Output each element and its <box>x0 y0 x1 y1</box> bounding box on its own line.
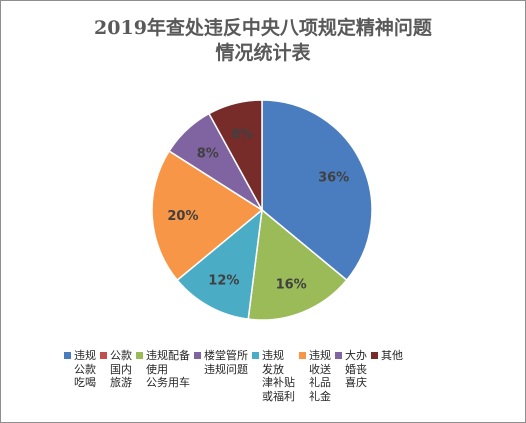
legend-label-5: 违规 收送 礼品 礼金 <box>309 349 331 403</box>
pie-data-label-5: 20% <box>167 209 198 224</box>
legend-item-5: 违规 收送 礼品 礼金 <box>299 349 331 403</box>
legend-swatch-1 <box>100 352 107 359</box>
legend-label-2: 违规配备 使用 公务用车 <box>146 349 190 389</box>
legend-swatch-0 <box>64 352 71 359</box>
legend-label-6: 大办 婚丧 喜庆 <box>345 349 367 389</box>
legend-item-3: 楼堂管所 违规问题 <box>194 349 248 376</box>
pie-slice-2 <box>247 208 348 321</box>
pie-slices <box>151 99 373 321</box>
legend-item-7: 其他 <box>371 349 403 363</box>
pie-slice-4 <box>176 208 263 320</box>
chart-title-line-1: 2019年查处违反中央八项规定精神问题 <box>94 17 432 39</box>
legend-swatch-3 <box>194 352 201 359</box>
pie-data-label-2: 16% <box>276 278 307 293</box>
legend-label-7: 其他 <box>381 349 403 362</box>
legend-item-6: 大办 婚丧 喜庆 <box>335 349 367 390</box>
legend-label-1: 公款 国内 旅游 <box>110 349 132 389</box>
legend-label-3: 楼堂管所 违规问题 <box>204 349 248 376</box>
legend-item-0: 违规 公款 吃喝 <box>64 349 96 390</box>
legend-label-4: 违规 发放 津补贴 或福利 <box>262 349 295 403</box>
legend-swatch-6 <box>335 352 342 359</box>
pie-slice-7 <box>207 99 263 211</box>
chart-legend: 违规 公款 吃喝 公款 国内 旅游 违规配备 使用 公务用车 楼堂管所 违规问题 违规 … <box>64 349 407 403</box>
chart-title: 2019年查处违反中央八项规定精神问题 情况统计表 <box>40 16 486 66</box>
chart-title-line-2: 情况统计表 <box>215 42 311 64</box>
pie-data-label-6: 8% <box>197 146 219 161</box>
pie-slice-5 <box>151 150 264 282</box>
pie-data-labels: 36% 16% 12% 20% 8% 8% <box>167 127 349 292</box>
legend-label-0: 违规 公款 吃喝 <box>74 349 96 389</box>
legend-item-2: 违规配备 使用 公务用车 <box>136 349 190 390</box>
legend-swatch-4 <box>252 352 259 359</box>
pie-data-label-4: 12% <box>208 273 239 288</box>
legend-item-1: 公款 国内 旅游 <box>100 349 132 390</box>
pie-data-label-0: 36% <box>318 170 349 185</box>
pie-data-label-7: 8% <box>231 127 253 142</box>
legend-swatch-7 <box>371 352 378 359</box>
pie-slice-0 <box>261 99 373 282</box>
legend-swatch-2 <box>136 352 143 359</box>
legend-swatch-5 <box>299 352 306 359</box>
legend-item-4: 违规 发放 津补贴 或福利 <box>252 349 295 403</box>
